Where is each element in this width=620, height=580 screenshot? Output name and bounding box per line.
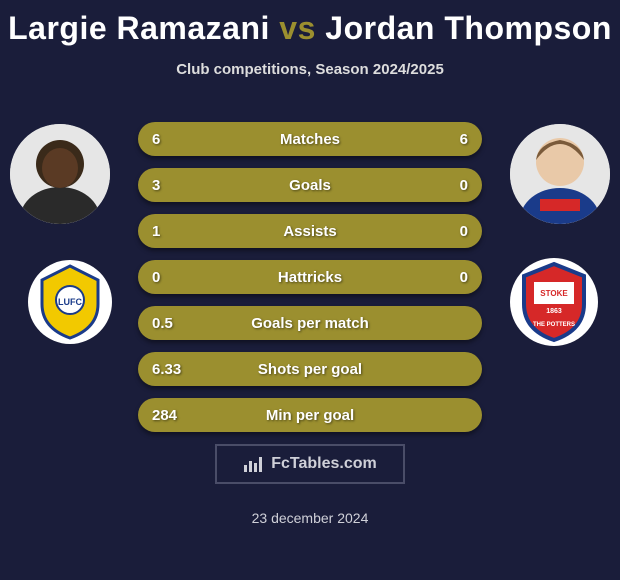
stat-label: Shots per goal <box>138 361 482 378</box>
stat-label: Min per goal <box>138 407 482 424</box>
stat-row-matches: 6 Matches 6 <box>138 122 482 156</box>
stat-left-value: 284 <box>152 407 177 424</box>
stat-left-value: 1 <box>152 223 160 240</box>
svg-text:LUFC: LUFC <box>58 297 82 307</box>
stat-right-value: 0 <box>460 223 468 240</box>
stat-label: Goals per match <box>138 315 482 332</box>
title-player2: Jordan Thompson <box>325 10 612 46</box>
stat-left-value: 0 <box>152 269 160 286</box>
svg-text:THE POTTERS: THE POTTERS <box>533 322 575 328</box>
stat-row-min-per-goal: 284 Min per goal <box>138 398 482 432</box>
stat-label: Hattricks <box>138 269 482 286</box>
brand-box: FcTables.com <box>215 444 405 484</box>
player2-avatar <box>510 124 610 224</box>
stat-row-goals-per-match: 0.5 Goals per match <box>138 306 482 340</box>
chart-icon <box>243 455 265 473</box>
stat-left-value: 0.5 <box>152 315 173 332</box>
player1-club-crest: LUFC <box>28 260 112 344</box>
svg-text:1863: 1863 <box>546 308 562 315</box>
stat-label: Goals <box>138 177 482 194</box>
stat-right-value: 0 <box>460 269 468 286</box>
stat-row-assists: 1 Assists 0 <box>138 214 482 248</box>
stat-left-value: 3 <box>152 177 160 194</box>
title-player1: Largie Ramazani <box>8 10 270 46</box>
stats-bars: 6 Matches 6 3 Goals 0 1 Assists 0 0 Hatt… <box>138 122 482 444</box>
stat-left-value: 6 <box>152 131 160 148</box>
stat-right-value: 6 <box>460 131 468 148</box>
stat-label: Matches <box>138 131 482 148</box>
stat-label: Assists <box>138 223 482 240</box>
page-title: Largie Ramazani vs Jordan Thompson <box>0 0 620 47</box>
player1-avatar <box>10 124 110 224</box>
player2-club-crest: STOKE 1863 THE POTTERS <box>510 258 598 346</box>
stat-row-shots-per-goal: 6.33 Shots per goal <box>138 352 482 386</box>
brand-text: FcTables.com <box>271 455 377 473</box>
stat-right-value: 0 <box>460 177 468 194</box>
svg-text:STOKE: STOKE <box>540 289 568 298</box>
date-text: 23 december 2024 <box>0 510 620 526</box>
subtitle: Club competitions, Season 2024/2025 <box>0 61 620 78</box>
stat-left-value: 6.33 <box>152 361 181 378</box>
stat-row-goals: 3 Goals 0 <box>138 168 482 202</box>
title-vs: vs <box>279 10 316 46</box>
stat-row-hattricks: 0 Hattricks 0 <box>138 260 482 294</box>
